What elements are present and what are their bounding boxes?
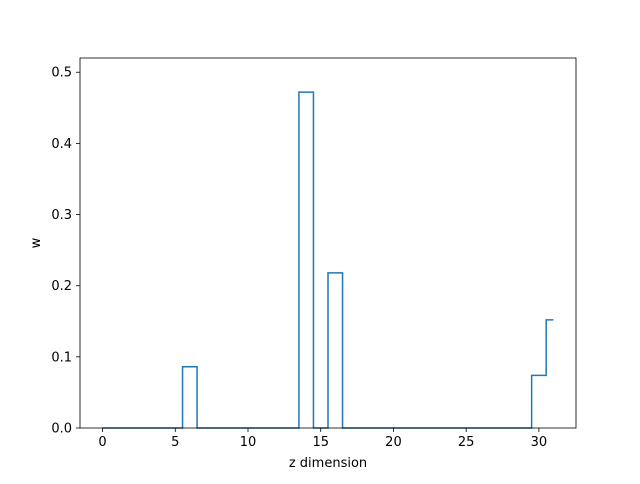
y-tick-label: 0.1: [51, 350, 72, 365]
x-axis-label: z dimension: [289, 456, 367, 471]
y-tick-label: 0.3: [51, 208, 72, 223]
y-axis-label: w: [29, 237, 44, 248]
y-tick-label: 0.4: [51, 137, 72, 152]
axes-frame: [79, 57, 577, 429]
x-tick-label: 10: [240, 435, 257, 450]
x-tick-label: 30: [531, 435, 548, 450]
x-tick-label: 0: [98, 435, 106, 450]
x-tick-label: 15: [312, 435, 329, 450]
x-tick-label: 25: [458, 435, 475, 450]
y-tick-label: 0.2: [51, 279, 72, 294]
x-tick-label: 5: [171, 435, 179, 450]
x-tick-label: 20: [385, 435, 402, 450]
y-tick-label: 0.5: [51, 66, 72, 81]
y-tick-label: 0.0: [51, 422, 72, 437]
